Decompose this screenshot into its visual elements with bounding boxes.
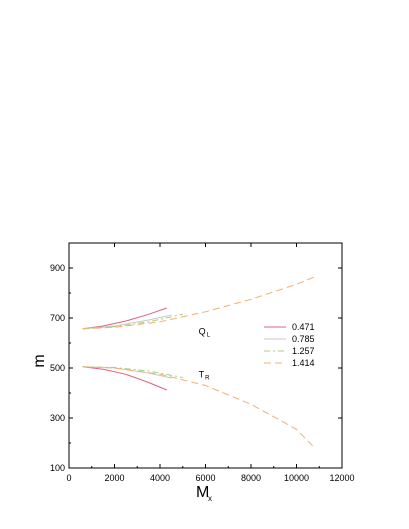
series-line-0.471-branch-1 bbox=[82, 307, 167, 330]
y-tick-label: 900 bbox=[50, 263, 65, 273]
x-tick-label: 8000 bbox=[241, 473, 261, 483]
y-tick-label: 500 bbox=[50, 363, 65, 373]
series-line-1.414-branch-2 bbox=[82, 366, 316, 449]
annotation-QL: QL bbox=[199, 326, 211, 338]
x-axis-label: M bbox=[196, 484, 209, 501]
legend-label-1.414: 1.414 bbox=[292, 358, 315, 368]
y-axis-label: m bbox=[31, 354, 48, 367]
y-tick-label: 300 bbox=[50, 413, 65, 423]
y-tick-label: 100 bbox=[50, 463, 65, 473]
axis-ticks: 0 2000 4000 6000 8000 10000 12000 100 300 500 700 9… bbox=[50, 243, 355, 483]
x-tick-label: 0 bbox=[66, 473, 71, 483]
legend-label-0.471: 0.471 bbox=[292, 322, 315, 332]
x-tick-label: 2000 bbox=[104, 473, 124, 483]
y-tick-label: 700 bbox=[50, 313, 65, 323]
x-tick-label: 12000 bbox=[329, 473, 354, 483]
series-line-0.471-branch-2 bbox=[82, 366, 167, 391]
x-axis-label-subscript: x bbox=[208, 494, 212, 503]
series-line-1.414-branch-1 bbox=[82, 276, 315, 330]
x-tick-label: 10000 bbox=[284, 473, 309, 483]
x-tick-label: 4000 bbox=[150, 473, 170, 483]
legend-label-0.785: 0.785 bbox=[292, 334, 315, 344]
legend-label-1.257: 1.257 bbox=[292, 346, 315, 356]
legend: 0.471 0.785 1.257 1.414 bbox=[264, 322, 315, 368]
x-tick-label: 6000 bbox=[195, 473, 215, 483]
annotations: QL TR bbox=[199, 326, 211, 381]
series-lines bbox=[82, 276, 316, 449]
annotation-TR: TR bbox=[199, 370, 211, 382]
